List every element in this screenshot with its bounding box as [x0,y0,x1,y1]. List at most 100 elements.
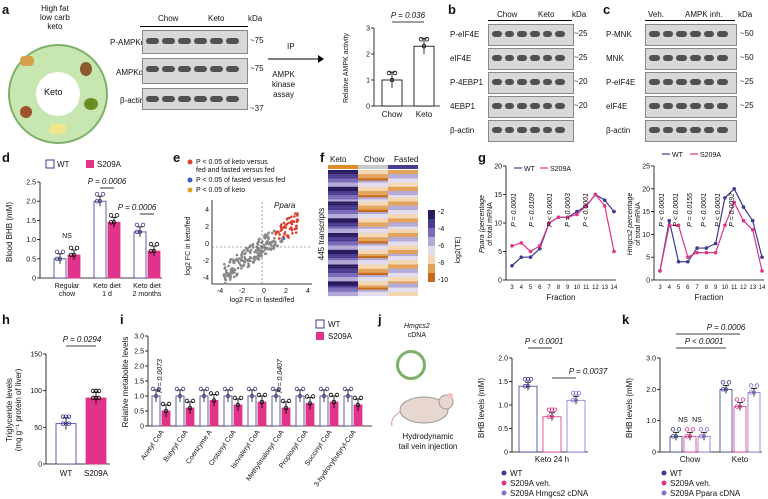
blot-row-label: β-actin [450,126,475,135]
y-tick-label: 1.5 [134,379,144,386]
data-point [297,393,303,399]
heatmap-cell [328,262,358,265]
y-tick-label: 0 [504,450,508,457]
legend-label: P < 0.05 of keto versus [196,159,268,166]
heatmap-cell [358,176,388,179]
scatter-point [246,247,249,250]
data-point [345,393,351,399]
colorbar-tick: -6 [438,243,444,250]
data-point [94,199,100,204]
blot-band [542,31,553,37]
p-value: P < 0.0001 [701,193,708,227]
heatmap-cell [388,180,418,183]
heatmap-cell [388,285,418,288]
data-point [283,405,289,411]
legend-swatch-wt [315,319,325,329]
scatter-point [273,236,276,240]
data-point [100,192,106,197]
scatter-point [248,255,252,259]
heatmap-cell [388,264,418,267]
blot-band [492,127,502,133]
blot-band [662,103,674,109]
heatmap-cell [388,195,418,198]
y-axis-label: of total mRNA [635,202,642,246]
heatmap-cell [358,289,388,292]
heatmap-cell [358,287,388,290]
y-tick-label: 1.0 [646,418,656,425]
chart-triglyceride: 0 50 100 150 Triglyceride levels (mg g⁻¹ prot… [5,335,110,478]
blot-c-group: Veh. [648,10,665,19]
heatmap-cell [358,233,388,236]
blot-band [530,55,540,61]
blot-c-group: AMPK inh. [685,10,723,19]
heatmap-cell [358,235,388,238]
heatmap-cell [328,201,358,204]
group-bar [328,165,358,169]
heatmap-cell [358,220,388,223]
p-value: P = 0.0006 [88,177,127,186]
series-point [565,215,570,220]
ip-arrow [268,55,324,63]
series-point [575,212,579,217]
heatmap-cell [388,272,418,276]
panel-label-j: j [378,312,382,327]
y-tick-label: 10 [494,221,502,228]
data-point [187,405,193,411]
data-point [342,386,348,392]
series-point [538,244,542,248]
heatmap-cell [358,191,388,194]
x-tick-label: 3 [658,285,662,291]
heatmap-cell [328,228,358,231]
heatmap-cell [328,176,358,179]
heatmap-cell [358,264,388,267]
heatmap-cell [328,256,358,259]
p-value: P = 0.0155 [687,193,694,227]
blot-band [690,55,701,61]
heatmap-cell [388,220,418,223]
x-tick-label: 6 [686,285,690,291]
data-point [262,392,268,398]
series-point [538,246,542,251]
data-point [156,386,162,392]
heatmap-cell [358,224,388,227]
heatmap-cell [388,283,418,286]
data-point [134,222,140,228]
x-tick-label: 4 [668,285,672,291]
heatmap-cell [358,222,388,225]
blot-band [530,79,540,85]
heatmap-cell [388,182,418,185]
bar [566,399,586,453]
scatter-point [256,251,259,255]
heatmap-cell [328,199,358,202]
heatmap-cell [328,174,358,177]
scatter-point [276,244,279,248]
y-tick-label: 1 [366,78,370,85]
series-point [713,250,718,255]
heatmap-cell [328,205,358,208]
heatmap-cell [328,287,358,290]
blot-band [676,31,687,37]
scatter-point [295,220,299,224]
p-value: P = 0.0003 [565,193,572,227]
heatmap-cell [358,249,388,252]
heatmap-cell [328,186,358,189]
heatmap-cell [358,228,388,231]
blot-band [162,38,175,44]
series-point [723,196,727,200]
heatmap-cell [388,230,418,234]
data-point [232,395,238,401]
heatmap-cell [358,203,388,206]
legend-label: P < 0.05 of fasted versus fed [196,177,285,184]
scatter-point [241,264,245,268]
blot-band [162,96,175,102]
series-point [676,223,681,228]
y-tick-label: 2.0 [26,199,36,206]
scatter-point [257,243,260,247]
data-point [276,386,282,392]
significance-ns: NS [678,417,688,424]
panel-label-a: a [2,2,10,17]
legend-label: WT [328,320,341,329]
colorbar-tick: -10 [438,277,448,284]
heatmap-cell [328,178,358,181]
heatmap-cell [328,260,358,263]
